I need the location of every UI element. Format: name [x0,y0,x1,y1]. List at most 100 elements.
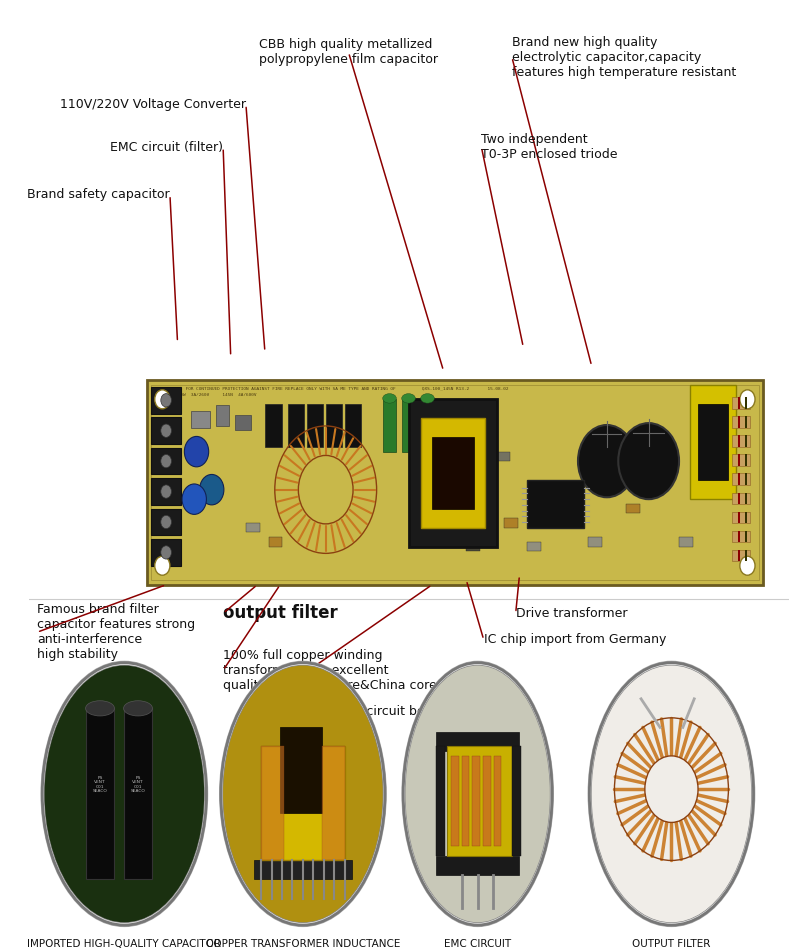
Text: FS1  100W  3A/260V     145N  4A/600V: FS1 100W 3A/260V 145N 4A/600V [162,392,257,397]
FancyBboxPatch shape [147,380,762,585]
Bar [461,756,469,846]
Ellipse shape [44,665,204,922]
Bar [325,404,342,446]
Ellipse shape [405,665,550,922]
Bar [732,397,750,408]
Bar [85,708,115,880]
Bar [745,454,747,466]
Circle shape [739,556,755,575]
Circle shape [155,556,170,575]
Text: Famous brand filter
capacitor features strong
anti-interference
high stability: Famous brand filter capacitor features s… [37,604,195,662]
Bar [451,461,465,470]
Bar [421,399,435,451]
Bar [504,518,518,527]
Text: Two independent
T0-3P enclosed triode: Two independent T0-3P enclosed triode [481,133,618,162]
Bar [738,416,739,427]
Bar [738,397,739,408]
Bar [738,473,739,485]
Text: Brand new high quality
electrolytic capacitor,capacity
features high temperature: Brand new high quality electrolytic capa… [512,35,736,79]
Bar [432,437,474,508]
Bar [738,454,739,466]
Bar [588,537,601,546]
Ellipse shape [405,665,550,922]
Ellipse shape [592,665,751,922]
Bar [191,410,210,427]
Circle shape [299,455,353,524]
Text: 110V/220V Voltage Converter: 110V/220V Voltage Converter [60,98,246,111]
Ellipse shape [223,665,382,922]
Bar [436,856,520,875]
Bar [732,530,750,542]
Bar [745,549,747,561]
Bar [254,861,352,880]
Bar [732,435,750,446]
Bar [382,399,397,451]
Bar [565,508,579,518]
Circle shape [645,756,698,823]
Bar [288,404,304,446]
Bar [745,435,747,446]
Bar [738,435,739,446]
Bar [421,418,485,527]
Circle shape [739,389,755,408]
Circle shape [155,389,170,408]
Bar [679,537,693,546]
Bar [626,504,640,513]
Text: EMC CIRCUIT: EMC CIRCUIT [444,940,511,949]
Circle shape [200,474,224,505]
Bar [497,451,510,461]
Text: Super quality PCB circuit board: Super quality PCB circuit board [250,704,445,718]
Bar [603,442,617,451]
Circle shape [619,423,679,499]
Text: output filter: output filter [223,605,338,623]
Ellipse shape [382,393,397,403]
Text: PS
VENT
C01
SEACO: PS VENT C01 SEACO [130,776,145,793]
Bar [447,746,512,856]
Bar [481,480,495,489]
Ellipse shape [592,665,751,922]
Bar [745,530,747,542]
Bar [265,404,281,446]
Text: PS
VENT
C01
SEACO: PS VENT C01 SEACO [92,776,107,793]
Bar [151,508,182,535]
Circle shape [161,393,171,407]
Text: IMPORTED HIGH-QUALITY CAPACITOR: IMPORTED HIGH-QUALITY CAPACITOR [28,940,221,949]
Bar [732,473,750,485]
Bar [698,404,728,480]
Ellipse shape [44,665,204,922]
Ellipse shape [220,662,386,926]
Bar [494,756,501,846]
Bar [738,511,739,523]
Bar [451,756,459,846]
Bar [344,404,361,446]
Bar [235,415,251,429]
Text: Brand safety capacitor: Brand safety capacitor [28,188,170,202]
Bar [466,542,480,551]
Bar [732,416,750,427]
Bar [436,732,520,751]
Ellipse shape [421,393,435,403]
Circle shape [182,484,206,514]
Bar [732,549,750,561]
Bar [745,397,747,408]
Ellipse shape [402,662,553,926]
Bar [409,399,497,546]
Bar [280,727,322,813]
Text: EMC circuit (filter): EMC circuit (filter) [110,141,223,154]
Bar [745,511,747,523]
Ellipse shape [401,393,416,403]
Bar [738,492,739,504]
Bar [269,537,282,546]
Bar [483,756,491,846]
Circle shape [578,425,636,497]
Circle shape [161,545,171,559]
Circle shape [161,485,171,498]
Bar [151,387,182,413]
Text: CBB high quality metallized
polypropylene film capacitor: CBB high quality metallized polypropylen… [259,38,438,67]
Text: COPPER TRANSFORMER INDUCTANCE: COPPER TRANSFORMER INDUCTANCE [205,940,400,949]
Bar [745,416,747,427]
Bar [307,404,323,446]
Bar [738,530,739,542]
Text: WARNING: FOR CONTINUED PROTECTION AGAINST FIRE REPLACE ONLY WITH SA ME TYPE AND : WARNING: FOR CONTINUED PROTECTION AGAINS… [162,386,509,390]
Bar [436,746,445,856]
